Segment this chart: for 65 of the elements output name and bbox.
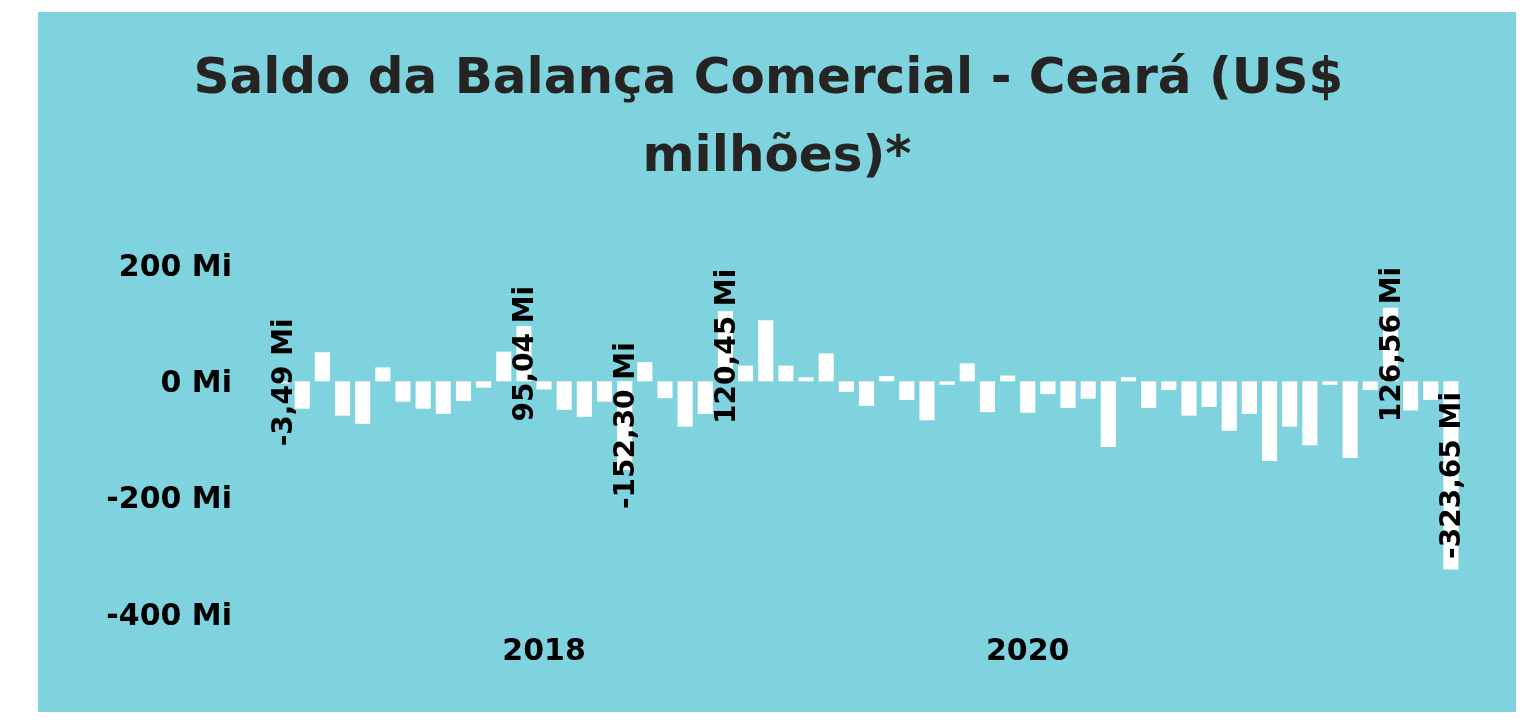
bar <box>1080 381 1096 399</box>
bar <box>1161 381 1177 391</box>
y-tick-label: -400 Mi <box>106 596 232 632</box>
data-label: 126,56 Mi <box>1373 266 1407 423</box>
bar <box>314 352 330 382</box>
bar <box>677 381 693 427</box>
bar <box>657 381 673 399</box>
bar <box>899 381 915 400</box>
bar <box>1282 381 1298 427</box>
bar <box>1322 381 1338 385</box>
data-label: 95,04 Mi <box>507 285 541 422</box>
bar <box>979 381 995 413</box>
bar <box>556 381 572 410</box>
bar <box>1060 381 1076 409</box>
y-tick-label: 200 Mi <box>118 247 232 283</box>
bar <box>1342 381 1358 459</box>
bar <box>778 365 794 382</box>
bar <box>738 365 754 382</box>
bar <box>758 320 774 382</box>
bar <box>637 362 653 382</box>
data-label: 120,45 Mi <box>708 268 742 424</box>
chart-title: Saldo da Balança Comercial - Ceará (US$ milhões)* <box>193 47 1361 183</box>
bar <box>1020 381 1036 413</box>
bar <box>415 381 431 409</box>
bar <box>1181 381 1197 416</box>
y-tick-label: -200 Mi <box>106 480 232 516</box>
data-label: -323,65 Mi <box>1434 392 1468 559</box>
bar <box>858 381 875 406</box>
data-label: -152,30 Mi <box>608 342 642 510</box>
bar <box>1120 377 1137 382</box>
bar <box>536 381 552 390</box>
bar <box>476 381 492 388</box>
bar <box>818 353 834 382</box>
bar <box>1302 381 1318 446</box>
bar <box>1141 381 1157 409</box>
bar <box>435 381 451 414</box>
bar <box>355 381 371 424</box>
bar <box>1100 381 1116 448</box>
bar <box>1403 381 1419 411</box>
bar <box>879 376 895 382</box>
bar <box>1221 381 1237 431</box>
bar <box>375 367 391 382</box>
x-tick-label: 2018 <box>502 631 586 667</box>
bar <box>455 381 472 402</box>
y-tick-label: 0 Mi <box>160 363 232 399</box>
bar <box>294 381 310 409</box>
bar <box>496 351 512 382</box>
data-label: -3,49 Mi <box>265 318 299 447</box>
bar <box>798 377 814 382</box>
bar <box>919 381 935 421</box>
bar <box>838 381 854 392</box>
bar <box>1040 381 1056 395</box>
bar <box>959 363 975 382</box>
bar <box>1261 381 1278 462</box>
bar <box>1241 381 1257 414</box>
bar <box>576 381 592 417</box>
bar <box>697 381 713 414</box>
bar <box>334 381 351 416</box>
bar <box>596 381 613 402</box>
bar <box>939 381 955 385</box>
bar <box>1423 381 1439 400</box>
x-tick-label: 2020 <box>985 631 1070 667</box>
bar <box>395 381 411 402</box>
bar <box>1362 381 1378 391</box>
bar <box>1201 381 1217 407</box>
